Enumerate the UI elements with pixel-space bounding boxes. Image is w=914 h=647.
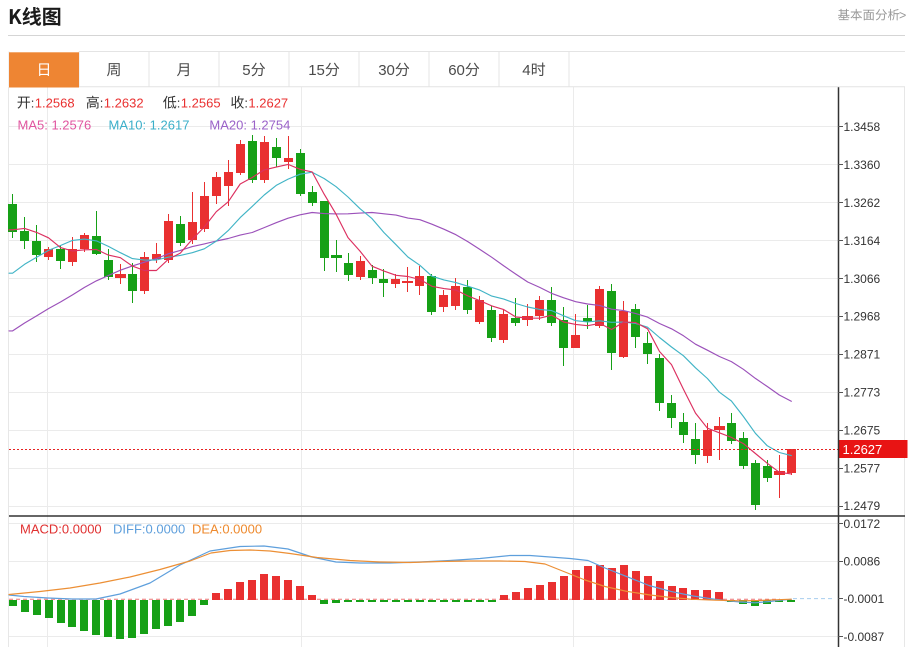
svg-text:1.2568: 1.2568 [35, 96, 75, 111]
svg-text:DIFF:0.0000: DIFF:0.0000 [113, 522, 185, 537]
svg-text:1.3262: 1.3262 [844, 196, 881, 210]
svg-text:MACD:0.0000: MACD:0.0000 [20, 522, 102, 537]
svg-text:0.0172: 0.0172 [844, 517, 881, 531]
svg-text::: : [177, 96, 181, 111]
svg-text:30: 30 [378, 62, 395, 79]
svg-text:1.2675: 1.2675 [844, 423, 881, 437]
svg-text:MA10: 1.2617: MA10: 1.2617 [109, 118, 190, 133]
svg-text:1.3066: 1.3066 [844, 272, 881, 286]
svg-text:1.2479: 1.2479 [844, 499, 881, 513]
svg-text:>: > [899, 8, 906, 22]
svg-text:1.2577: 1.2577 [844, 461, 881, 475]
svg-text::: : [100, 96, 104, 111]
svg-text:MA20: 1.2754: MA20: 1.2754 [209, 118, 290, 133]
svg-text:1.2565: 1.2565 [181, 96, 221, 111]
svg-text::: : [244, 96, 248, 111]
svg-text:1.3458: 1.3458 [844, 120, 881, 134]
svg-text:4: 4 [522, 62, 530, 79]
svg-text:60: 60 [448, 62, 465, 79]
svg-text:DEA:0.0000: DEA:0.0000 [192, 522, 262, 537]
svg-text:1.2627: 1.2627 [843, 442, 883, 457]
svg-text:1.2773: 1.2773 [844, 386, 881, 400]
svg-text:1.2968: 1.2968 [844, 310, 881, 324]
svg-text::: : [31, 96, 35, 111]
svg-text:MA5: 1.2576: MA5: 1.2576 [18, 118, 92, 133]
svg-text:1.2627: 1.2627 [248, 96, 288, 111]
svg-text:1.3360: 1.3360 [844, 158, 881, 172]
svg-text:1.2871: 1.2871 [844, 348, 881, 362]
svg-text:-0.0001: -0.0001 [844, 592, 885, 606]
svg-text:0.0086: 0.0086 [844, 555, 881, 569]
svg-text:-0.0087: -0.0087 [844, 630, 885, 644]
svg-text:15: 15 [308, 62, 325, 79]
svg-text:1.2632: 1.2632 [104, 96, 144, 111]
svg-text:5: 5 [242, 62, 250, 79]
svg-text:1.3164: 1.3164 [844, 234, 881, 248]
